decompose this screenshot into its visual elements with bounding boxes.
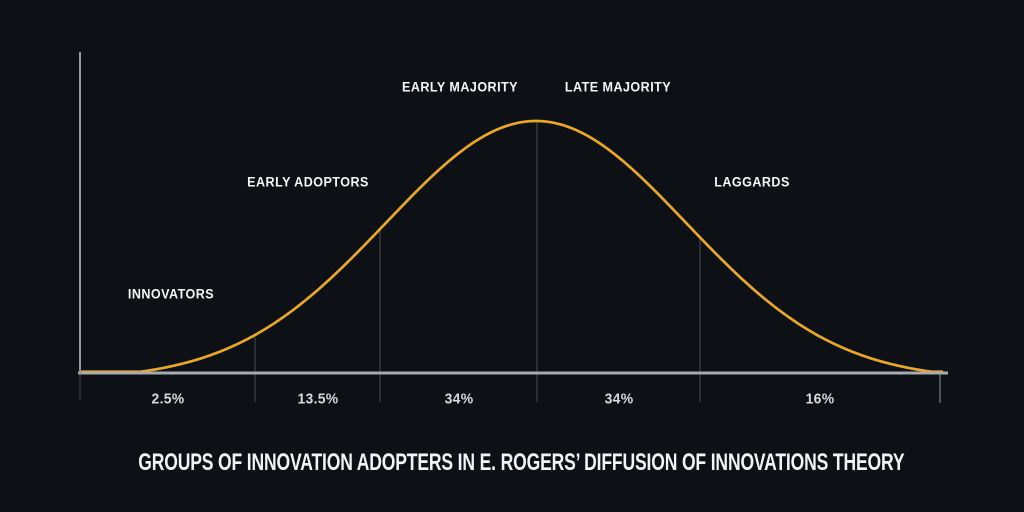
segment-label-late-majority: LATE MAJORITY — [564, 79, 672, 95]
percent-label-laggards: 16% — [805, 390, 835, 408]
chart-title: GROUPS OF INNOVATION ADOPTERS IN E. ROGE… — [138, 449, 905, 476]
percent-label-innovators: 2.5% — [151, 390, 184, 408]
segment-label-early-majority: EARLY MAJORITY — [401, 79, 519, 95]
segment-label-early-adoptors: EARLY ADOPTORS — [247, 174, 369, 190]
segment-label-laggards: LAGGARDS — [714, 174, 790, 190]
percent-label-early-majority: 34% — [444, 390, 473, 408]
segment-label-innovators: INNOVATORS — [127, 286, 215, 302]
percent-label-late-majority: 34% — [604, 390, 633, 408]
percent-label-early-adoptors: 13.5% — [297, 390, 338, 408]
bell-curve-path — [80, 119, 944, 374]
